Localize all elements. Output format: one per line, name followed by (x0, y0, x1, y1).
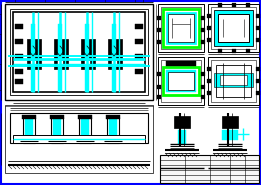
Bar (214, 10, 253, 46)
Bar (15, 39, 23, 44)
Bar (201, 40, 205, 44)
Bar (207, 14, 211, 18)
Bar (256, 26, 260, 30)
Bar (135, 39, 143, 44)
Bar (157, 95, 161, 99)
Bar (135, 69, 143, 74)
Bar (79, 117, 91, 143)
Bar (208, 57, 259, 105)
Bar (201, 28, 205, 32)
Bar (201, 85, 205, 89)
Bar (15, 69, 23, 74)
Bar (157, 28, 161, 32)
Bar (135, 54, 143, 59)
Bar (157, 40, 161, 44)
Bar (201, 95, 205, 99)
Bar (81, 39, 95, 69)
Bar (256, 91, 260, 95)
Bar (58, 24, 62, 92)
Bar (23, 117, 35, 143)
Bar (256, 79, 260, 83)
Bar (109, 119, 117, 141)
Bar (220, 75, 247, 85)
Bar (201, 72, 205, 76)
Bar (111, 60, 117, 66)
Bar (13, 135, 145, 143)
Bar (163, 9, 199, 47)
Bar (5, 105, 153, 173)
Bar (158, 57, 204, 105)
Bar (232, 49, 236, 53)
Bar (50, 115, 64, 119)
Bar (246, 49, 250, 53)
Bar (108, 39, 122, 69)
Bar (161, 7, 201, 49)
Bar (166, 61, 196, 66)
Bar (106, 115, 120, 119)
Bar (163, 67, 199, 95)
Bar (232, 3, 236, 7)
Bar (51, 117, 63, 143)
Bar (157, 72, 161, 76)
Bar (178, 130, 186, 144)
Bar (222, 116, 238, 128)
Bar (207, 38, 211, 42)
Bar (107, 117, 119, 143)
Bar (218, 14, 249, 42)
Bar (15, 79, 23, 84)
Bar (30, 60, 36, 66)
Bar (157, 16, 161, 20)
Bar (85, 24, 89, 92)
Bar (25, 119, 33, 141)
Bar (166, 70, 196, 92)
Bar (135, 24, 143, 29)
Bar (166, 12, 196, 44)
Bar (10, 9, 148, 95)
Bar (31, 24, 35, 92)
Bar (222, 130, 238, 140)
Bar (256, 38, 260, 42)
Bar (207, 91, 211, 95)
Bar (256, 14, 260, 18)
Bar (211, 60, 256, 102)
Bar (246, 3, 250, 7)
Bar (15, 54, 23, 59)
Bar (256, 67, 260, 71)
Bar (218, 49, 222, 53)
Bar (218, 3, 222, 7)
Bar (158, 4, 204, 52)
Bar (15, 24, 23, 29)
Bar (27, 39, 41, 69)
Bar (81, 119, 89, 141)
Bar (207, 26, 211, 30)
Bar (22, 115, 36, 119)
Bar (160, 155, 259, 183)
Bar (208, 4, 259, 52)
Bar (78, 115, 92, 119)
Bar (214, 73, 253, 87)
Bar (57, 60, 63, 66)
Bar (13, 12, 145, 92)
Bar (54, 39, 68, 69)
Bar (201, 16, 205, 20)
Bar (216, 65, 251, 97)
Bar (5, 4, 153, 100)
Bar (10, 113, 148, 143)
Bar (157, 85, 161, 89)
Bar (168, 14, 194, 42)
Bar (207, 67, 211, 71)
Bar (168, 72, 194, 90)
Bar (53, 119, 61, 141)
Bar (211, 7, 256, 49)
Bar (161, 60, 201, 102)
Bar (84, 60, 90, 66)
Bar (112, 24, 116, 92)
Bar (207, 79, 211, 83)
Bar (174, 116, 190, 128)
